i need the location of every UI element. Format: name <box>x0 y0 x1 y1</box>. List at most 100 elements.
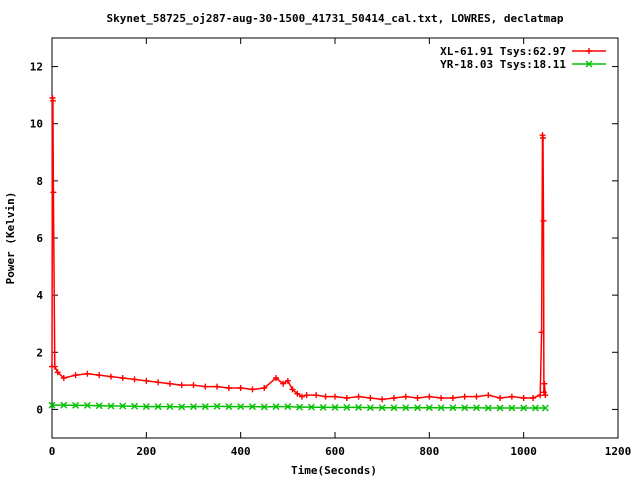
data-point <box>531 404 539 412</box>
data-point <box>520 395 527 401</box>
data-point <box>155 379 162 386</box>
data-point <box>107 373 114 380</box>
data-point <box>190 382 197 389</box>
x-tick-label: 600 <box>325 445 345 458</box>
series-xl <box>49 95 549 403</box>
x-tick-label: 400 <box>231 445 251 458</box>
data-point <box>366 404 374 412</box>
data-point <box>225 385 232 391</box>
data-point <box>390 395 397 401</box>
data-point <box>449 395 456 401</box>
data-point <box>540 135 547 141</box>
x-tick-label: 200 <box>136 445 156 458</box>
data-point <box>461 404 469 412</box>
data-point <box>60 375 67 381</box>
data-point <box>390 404 398 412</box>
data-point <box>497 395 504 401</box>
data-point <box>143 377 150 384</box>
data-point <box>289 386 296 393</box>
data-point <box>142 403 150 411</box>
axis-ticks: 0 200 400 600 800 1000 1200 0 2 4 6 8 10 12 <box>30 38 632 458</box>
data-point <box>83 401 91 409</box>
data-point <box>213 402 221 410</box>
data-point <box>237 403 245 411</box>
x-tick-label: 1200 <box>605 445 632 458</box>
data-point <box>313 392 320 399</box>
data-point <box>461 393 468 400</box>
data-point <box>425 404 433 412</box>
data-point <box>402 404 410 412</box>
data-point <box>48 401 56 409</box>
data-point <box>307 403 315 411</box>
data-point <box>303 392 310 399</box>
data-point <box>248 403 256 411</box>
y-tick-label: 6 <box>36 232 43 245</box>
data-point <box>355 403 363 411</box>
data-point <box>273 375 280 381</box>
data-point <box>332 393 338 400</box>
data-point <box>530 395 537 401</box>
data-point <box>201 403 209 411</box>
data-point <box>367 395 374 401</box>
data-point <box>541 380 548 387</box>
data-point <box>237 385 244 391</box>
plot-series <box>48 95 549 412</box>
data-point <box>261 385 268 391</box>
data-point <box>473 393 480 400</box>
data-point <box>414 404 422 412</box>
data-point <box>541 404 549 412</box>
legend-entry: YR-18.03 Tsys:18.11 <box>440 58 606 71</box>
y-tick-label: 0 <box>36 403 43 416</box>
data-point <box>284 377 291 384</box>
data-point <box>322 393 329 400</box>
legend-entry: XL-61.91 Tsys:62.97 <box>440 45 606 58</box>
data-point <box>355 393 362 400</box>
data-point <box>508 393 515 400</box>
legend-label: XL-61.91 Tsys:62.97 <box>440 45 566 58</box>
y-tick-label: 8 <box>36 175 43 188</box>
data-point <box>331 403 339 411</box>
data-point <box>319 403 327 411</box>
y-axis-label: Power (Kelvin) <box>4 192 17 285</box>
data-point <box>414 395 421 401</box>
data-point <box>438 395 445 401</box>
data-point <box>60 401 68 409</box>
x-tick-label: 0 <box>49 445 56 458</box>
data-point <box>296 403 304 411</box>
data-point <box>426 393 433 400</box>
data-point <box>72 401 80 409</box>
data-point <box>343 403 351 411</box>
data-point <box>485 392 492 399</box>
data-point <box>272 403 280 411</box>
data-point <box>437 404 445 412</box>
x-tick-label: 1000 <box>510 445 537 458</box>
chart-title: Skynet_58725_oj287-aug-30-1500_41731_504… <box>107 12 564 25</box>
series-yr <box>48 401 549 412</box>
legend-marker <box>586 48 592 54</box>
legend-marker <box>585 60 593 68</box>
plot-border <box>51 37 619 439</box>
x-axis-label: Time(Seconds) <box>291 464 377 477</box>
data-point <box>508 404 516 412</box>
data-point <box>280 380 287 387</box>
data-point <box>402 393 409 400</box>
data-point <box>96 372 103 379</box>
data-point <box>84 370 91 377</box>
data-point <box>343 395 350 401</box>
data-point <box>378 404 386 412</box>
data-point <box>202 383 209 390</box>
data-point <box>190 403 197 411</box>
y-tick-label: 10 <box>30 118 43 131</box>
data-point <box>449 404 457 412</box>
x-tick-label: 800 <box>419 445 439 458</box>
data-point <box>119 402 127 410</box>
data-point <box>51 363 58 370</box>
data-point <box>214 383 221 390</box>
data-point <box>249 386 256 393</box>
data-point <box>225 403 233 411</box>
data-point <box>538 329 545 336</box>
series-line <box>51 97 547 401</box>
data-point <box>473 404 480 412</box>
